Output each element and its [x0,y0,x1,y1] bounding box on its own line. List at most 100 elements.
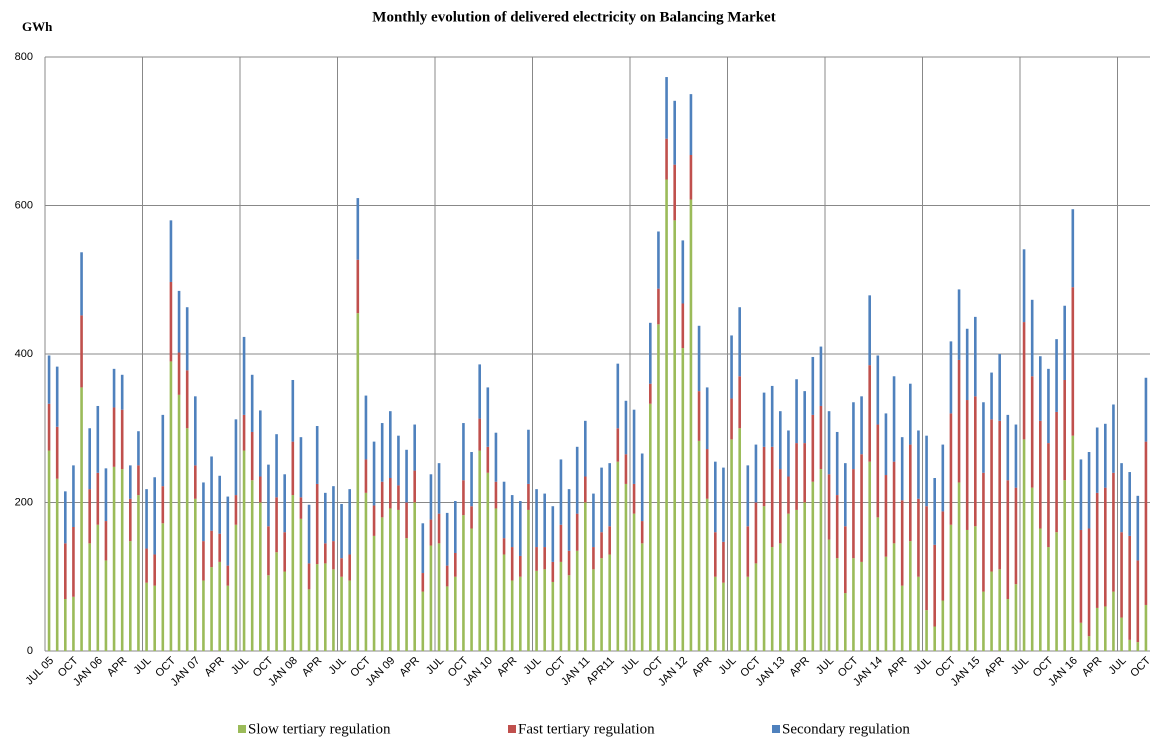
bar-segment [299,518,303,651]
bar-segment [819,469,823,651]
bar-segment [543,547,546,570]
bar-segment [185,428,189,651]
bar-segment [429,474,433,520]
bar-segment [72,465,75,528]
bar-segment [803,391,806,444]
bar-segment [210,530,213,568]
bar-segment [1095,607,1099,651]
bar-segment [88,428,91,490]
bar-segment [502,554,506,651]
bar-segment [137,495,140,651]
bar-segment [445,586,449,651]
bar-segment [884,556,888,651]
bar-segment [681,240,685,304]
bar-segment [454,501,457,553]
y-axis-label: GWh [22,19,53,34]
bar-segment [454,576,457,651]
bar-segment [218,533,221,562]
bar-segment [592,569,595,651]
bar-segment [803,502,806,651]
bar-segment [250,431,254,481]
bar-segment [242,414,246,451]
bar-segment [324,492,327,544]
x-tick-label: OCT [1128,655,1151,680]
bar-segment [795,443,798,510]
bar-segment [527,483,530,510]
bar-segment [632,409,636,484]
x-tick-label: JUL [521,655,543,677]
bar-segment [1063,480,1066,651]
legend-swatch [238,725,246,733]
bar-segment [965,529,969,651]
bar-segment [372,441,376,506]
x-tick-label: JUL [424,655,446,677]
bar-segment [486,472,490,651]
bar-segment [575,513,579,551]
bar-segment [884,475,888,557]
bar-segment [267,526,270,576]
x-tick-label: APR [397,655,422,680]
bar-segment [1128,535,1131,640]
bar-segment [1055,411,1058,533]
bar-segment [275,497,278,553]
bar-segment [478,418,481,451]
bar-segment [234,495,238,525]
bar-segment [665,77,668,139]
bar-segment [1039,528,1042,651]
bar-segment [470,452,473,507]
bar-segment [844,463,847,527]
bar-segment [389,508,392,651]
bar-segment [96,405,100,473]
bar-segment [1071,435,1075,651]
bar-segment [982,472,985,592]
bar-segment [559,561,563,651]
bar-segment [616,363,620,429]
bar-segment [722,467,725,542]
bar-segment [827,539,831,651]
bar-segment [535,489,538,548]
bar-segment [714,461,717,533]
bar-segment [1030,376,1034,488]
bar-segment [957,359,961,483]
bar-segment [210,567,213,651]
bar-segment [437,543,441,651]
bar-segment [519,576,522,651]
x-tick-label: JUL 05 [23,655,56,688]
bar-segment [1006,599,1010,651]
bar-segment [860,396,863,455]
bar-segment [421,573,425,592]
bar-segment [218,561,221,651]
bar-segment [543,493,546,548]
bar-segment [283,532,286,572]
bar-segment [291,379,295,442]
bar-segment [640,453,644,522]
bar-segment [315,426,319,484]
bar-segment [876,355,880,425]
bar-segment [291,495,295,651]
bar-segment [714,532,717,577]
bar-segment [917,576,920,651]
bar-segment [1063,305,1066,380]
bar-segment [673,100,676,165]
bar-segment [161,523,165,651]
bars [47,77,1148,651]
bar-segment [169,281,173,362]
bar-segment [372,535,376,651]
bar-segment [738,307,741,377]
bar-segment [974,396,977,527]
bar-segment [876,424,880,518]
bar-segment [1095,492,1099,608]
bar-segment [510,547,514,581]
chart-title: Monthly evolution of delivered electrici… [372,9,775,25]
bar-segment [860,454,863,562]
bar-segment [80,252,83,316]
bar-segment [592,493,595,548]
bar-segment [1022,249,1026,323]
bar-segment [267,575,270,651]
bar-segment [129,541,132,651]
bar-segment [88,543,91,651]
bar-segment [819,346,823,406]
bar-segment [957,289,961,360]
x-tick-label: JUL [716,655,738,677]
